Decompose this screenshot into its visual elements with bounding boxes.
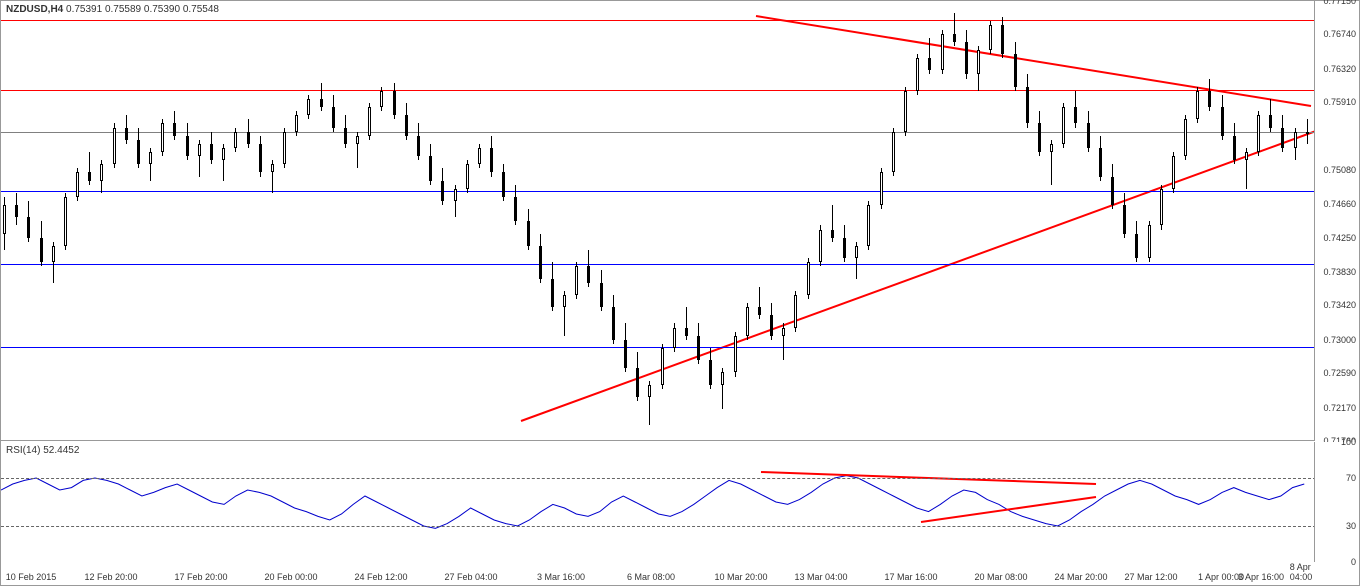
- time-tick: 27 Feb 04:00: [444, 572, 497, 582]
- price-tick: 0.73000: [1323, 335, 1356, 345]
- trend-line: [521, 131, 1316, 421]
- rsi-y-axis: 03070100: [1314, 442, 1359, 562]
- price-chart[interactable]: NZDUSD,H4 0.75391 0.75589 0.75390 0.7554…: [1, 1, 1316, 441]
- rsi-level-line: [1, 526, 1316, 527]
- price-tick: 0.75080: [1323, 165, 1356, 175]
- current-price-line: [1, 132, 1316, 133]
- h-line: [1, 90, 1316, 91]
- rsi-level-line: [1, 478, 1316, 479]
- price-tick: 0.74660: [1323, 199, 1356, 209]
- time-tick: 3 Apr 16:00: [1238, 572, 1284, 582]
- price-y-axis: 0.77150 0.76740 0.76320 0.75910 0.75080 0.746…: [1314, 1, 1359, 441]
- price-tick: 0.72170: [1323, 403, 1356, 413]
- price-tick: 0.76740: [1323, 29, 1356, 39]
- time-tick: 12 Feb 20:00: [84, 572, 137, 582]
- ohlc-l: 0.75390: [144, 4, 180, 15]
- rsi-svg: [1, 442, 1316, 562]
- price-tick: 0.72590: [1323, 368, 1356, 378]
- rsi-panel[interactable]: RSI(14) 52.4452: [1, 442, 1316, 562]
- ohlc-h: 0.75589: [105, 4, 141, 15]
- rsi-tick: 30: [1346, 521, 1356, 531]
- time-tick: 13 Mar 04:00: [794, 572, 847, 582]
- time-tick: 20 Mar 08:00: [974, 572, 1027, 582]
- rsi-trend-line: [921, 497, 1096, 522]
- price-tick: 0.74250: [1323, 233, 1356, 243]
- time-tick: 17 Mar 16:00: [884, 572, 937, 582]
- time-x-axis: 10 Feb 2015 12 Feb 20:00 17 Feb 20:00 20 Fe…: [1, 562, 1316, 587]
- rsi-title: RSI(14) 52.4452: [6, 445, 79, 456]
- price-tick: 0.73420: [1323, 300, 1356, 310]
- time-tick: 20 Feb 00:00: [264, 572, 317, 582]
- symbol-label: NZDUSD,H4: [6, 4, 63, 15]
- rsi-tick: 0: [1351, 557, 1356, 567]
- rsi-tick: 100: [1341, 437, 1356, 447]
- ohlc-c: 0.75548: [183, 4, 219, 15]
- time-tick: 17 Feb 20:00: [174, 572, 227, 582]
- time-tick: 6 Mar 08:00: [627, 572, 675, 582]
- price-tick: 0.77150: [1323, 0, 1356, 6]
- h-line: [1, 264, 1316, 265]
- chart-svg: [1, 1, 1316, 441]
- price-tick: 0.75910: [1323, 97, 1356, 107]
- price-tick: 0.73830: [1323, 267, 1356, 277]
- rsi-line: [1, 476, 1304, 529]
- time-tick: 27 Mar 12:00: [1124, 572, 1177, 582]
- trend-line: [756, 16, 1311, 106]
- price-tick: 0.76320: [1323, 64, 1356, 74]
- time-tick: 3 Mar 16:00: [537, 572, 585, 582]
- time-tick: 24 Mar 20:00: [1054, 572, 1107, 582]
- time-tick: 10 Feb 2015: [6, 572, 57, 582]
- time-tick: 8 Apr 04:00: [1290, 562, 1313, 582]
- time-tick: 24 Feb 12:00: [354, 572, 407, 582]
- h-line: [1, 347, 1316, 348]
- time-tick: 10 Mar 20:00: [714, 572, 767, 582]
- chart-title: NZDUSD,H4 0.75391 0.75589 0.75390 0.7554…: [6, 4, 219, 15]
- ohlc-o: 0.75391: [66, 4, 102, 15]
- h-line: [1, 20, 1316, 21]
- rsi-tick: 70: [1346, 473, 1356, 483]
- rsi-value: 52.4452: [43, 445, 79, 456]
- h-line: [1, 191, 1316, 192]
- rsi-label: RSI(14): [6, 445, 40, 456]
